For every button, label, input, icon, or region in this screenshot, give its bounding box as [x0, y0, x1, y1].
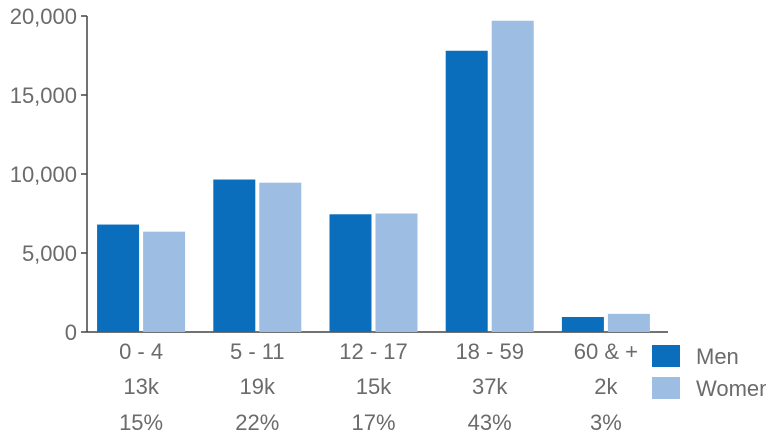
total-label: 13k: [123, 374, 159, 399]
bar-men-0: [97, 224, 140, 332]
legend-label-women: Women: [696, 376, 766, 401]
bar-women-3: [491, 20, 534, 333]
bar-women-4: [607, 313, 650, 332]
total-label: 37k: [472, 374, 508, 399]
y-axis: 0 5,000 10,000 15,000 20,000: [10, 4, 88, 345]
y-tick-label: 0: [65, 320, 77, 345]
legend-swatch-men: [652, 345, 680, 367]
share-label: 17%: [351, 410, 395, 435]
bar-men-3: [445, 50, 488, 332]
bar-women-2: [375, 213, 418, 332]
legend: Men Women: [652, 344, 766, 401]
y-tick-label: 20,000: [10, 4, 77, 29]
bar-men-1: [213, 179, 256, 332]
y-tick-label: 15,000: [10, 83, 77, 108]
y-tick-label: 5,000: [22, 241, 77, 266]
bar-women-0: [143, 231, 186, 332]
category-label: 0 - 4: [119, 339, 163, 364]
total-label: 2k: [594, 374, 618, 399]
category-label: 18 - 59: [455, 339, 524, 364]
category-labels: 0 - 4 5 - 11 12 - 17 18 - 59 60 & + 13k 19k 15k…: [119, 339, 638, 435]
total-label: 15k: [356, 374, 392, 399]
share-label: 22%: [235, 410, 279, 435]
legend-label-men: Men: [696, 344, 739, 369]
bar-women-1: [259, 182, 302, 332]
bar-men-2: [329, 214, 372, 332]
legend-swatch-women: [652, 377, 680, 399]
share-label: 3%: [590, 410, 622, 435]
bars: [97, 20, 650, 333]
bar-men-4: [561, 316, 604, 332]
category-label: 12 - 17: [339, 339, 408, 364]
share-label: 43%: [468, 410, 512, 435]
share-label: 15%: [119, 410, 163, 435]
y-tick-label: 10,000: [10, 162, 77, 187]
category-label: 5 - 11: [230, 339, 285, 364]
category-label: 60 & +: [574, 339, 638, 364]
total-label: 19k: [240, 374, 276, 399]
